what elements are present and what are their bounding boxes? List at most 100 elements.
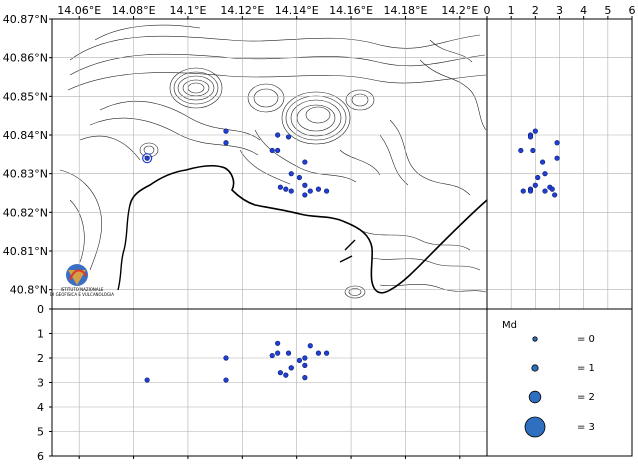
map-panel: ISTITUTO NAZIONALE DI GEOFISICA E VULCAN…: [3, 4, 488, 459]
lon-tick-label: 14.18°E: [383, 4, 427, 17]
depth-tick-label-top: 0: [484, 4, 491, 17]
event-marker-depth-lat: [554, 140, 560, 146]
legend-marker: [528, 390, 542, 404]
lat-tick-label: 40.82°N: [3, 206, 48, 219]
magnitude-legend: Md = 0 = 1 = 2 = 3: [486, 308, 633, 457]
event-marker-depth-lon: [269, 352, 275, 359]
lon-tick-label: 14.08°E: [112, 4, 156, 17]
depth-tick-label-left: 5: [37, 426, 44, 439]
event-marker-depth-lat: [549, 186, 555, 192]
ingv-logo: ISTITUTO NAZIONALE DI GEOFISICA E VULCAN…: [50, 264, 114, 297]
event-marker-depth-lat: [539, 159, 546, 165]
right-panel-events: [518, 128, 560, 198]
depth-tick-label-left: 2: [37, 352, 44, 365]
lon-tick-label: 14.12°E: [220, 4, 264, 17]
event-marker-depth-lon: [307, 343, 313, 349]
event-marker-depth-lon: [296, 357, 303, 364]
lat-tick-label: 40.83°N: [3, 168, 48, 181]
event-marker-map: [144, 155, 150, 161]
event-marker-depth-lon: [275, 350, 281, 356]
event-marker-map: [288, 188, 294, 194]
event-marker-map: [302, 182, 308, 188]
logo-line-2: DI GEOFISICA E VULCANOLOGIA: [50, 292, 114, 297]
latitude-ticks: 40.87°N 40.86°N 40.85°N 40.84°N 40.83°N 40.82…: [3, 13, 52, 297]
depth-latitude-panel: 0 1 2 3 4 5 6: [484, 4, 636, 310]
event-marker-depth-lat: [520, 188, 526, 194]
event-marker-map: [275, 132, 281, 138]
event-marker-map: [307, 188, 313, 194]
event-marker-depth-lat: [527, 188, 534, 194]
event-marker-depth-lon: [302, 355, 308, 361]
depth-tick-label-top: 6: [629, 4, 636, 17]
event-marker-map: [285, 134, 292, 140]
event-marker-depth-lon: [283, 372, 289, 378]
event-marker-depth-lat: [542, 188, 548, 194]
event-marker-map: [302, 159, 308, 165]
event-marker-depth-lon: [288, 365, 294, 371]
depth-tick-label-top: 1: [508, 4, 515, 17]
event-marker-map: [302, 192, 308, 198]
depth-tick-label-top: 2: [532, 4, 539, 17]
depth-tick-label-left: 6: [37, 450, 44, 463]
coastline: [129, 165, 487, 294]
lon-tick-label: 14.16°E: [329, 4, 373, 17]
legend-label: = 2: [577, 392, 595, 403]
legend-label: = 0: [577, 334, 595, 345]
event-marker-depth-lat: [530, 147, 536, 154]
depth-tick-label-top: 3: [556, 4, 563, 17]
event-marker-depth-lat: [532, 128, 538, 134]
lat-tick-label: 40.86°N: [3, 52, 48, 65]
map-grid: [52, 19, 487, 309]
event-marker-depth-lat: [532, 182, 538, 188]
event-marker-depth-lon: [277, 370, 283, 376]
event-marker-map: [315, 186, 322, 192]
legend-marker: [531, 364, 539, 372]
legend-marker: [532, 336, 538, 342]
lat-tick-label: 40.85°N: [3, 90, 48, 103]
lat-tick-label: 40.84°N: [3, 129, 48, 142]
lat-tick-label: 40.8°N: [10, 284, 48, 297]
longitude-ticks: 14.06°E 14.08°E 14.1°E 14.12°E 14.14°E 14.16°…: [57, 4, 478, 459]
event-marker-depth-lat: [554, 155, 560, 161]
legend-marker: [524, 416, 546, 438]
depth-tick-label-left: 4: [37, 401, 44, 414]
bottom-panel-events: [144, 340, 330, 383]
map-events: [142, 128, 330, 198]
event-marker-depth-lat: [535, 174, 541, 181]
depth-tick-label-left: 0: [37, 303, 44, 316]
event-marker-map: [223, 140, 229, 146]
legend-label: = 3: [577, 422, 595, 433]
depth-tick-label-left: 1: [37, 328, 44, 341]
event-marker-depth-lon: [315, 350, 322, 356]
legend-label: = 1: [577, 363, 595, 374]
event-marker-depth-lon: [302, 362, 308, 368]
lon-tick-label: 14.14°E: [275, 4, 319, 17]
lat-tick-label: 40.87°N: [3, 13, 48, 26]
lon-tick-label: 14.06°E: [57, 4, 101, 17]
event-marker-depth-lon: [285, 350, 292, 356]
right-panel-depth-ticks: 0 1 2 3 4 5 6: [484, 4, 636, 19]
event-marker-map: [288, 171, 294, 177]
event-marker-map: [269, 147, 275, 154]
event-marker-depth-lon: [302, 375, 308, 381]
coastline-west: [117, 204, 131, 291]
event-marker-map: [296, 174, 303, 181]
logo-line-1: ISTITUTO NAZIONALE: [61, 287, 104, 292]
event-marker-map: [223, 128, 229, 134]
lon-tick-label: 14.1°E: [169, 4, 206, 17]
event-marker-depth-lon: [223, 377, 229, 383]
bottom-panel-grid: [52, 309, 487, 456]
event-marker-map: [283, 186, 289, 192]
legend-frame: [486, 308, 633, 457]
bottom-panel-depth-ticks: 0 1 2 3 4 5 6: [37, 303, 52, 463]
event-marker-depth-lon: [144, 377, 150, 383]
map-background: [52, 19, 487, 309]
event-marker-map: [277, 184, 283, 190]
depth-tick-label-top: 4: [580, 4, 587, 17]
event-marker-depth-lon: [323, 350, 330, 356]
lon-tick-label: 14.2°E: [441, 4, 478, 17]
depth-tick-label-left: 3: [37, 377, 44, 390]
legend-title: Md: [502, 320, 517, 331]
